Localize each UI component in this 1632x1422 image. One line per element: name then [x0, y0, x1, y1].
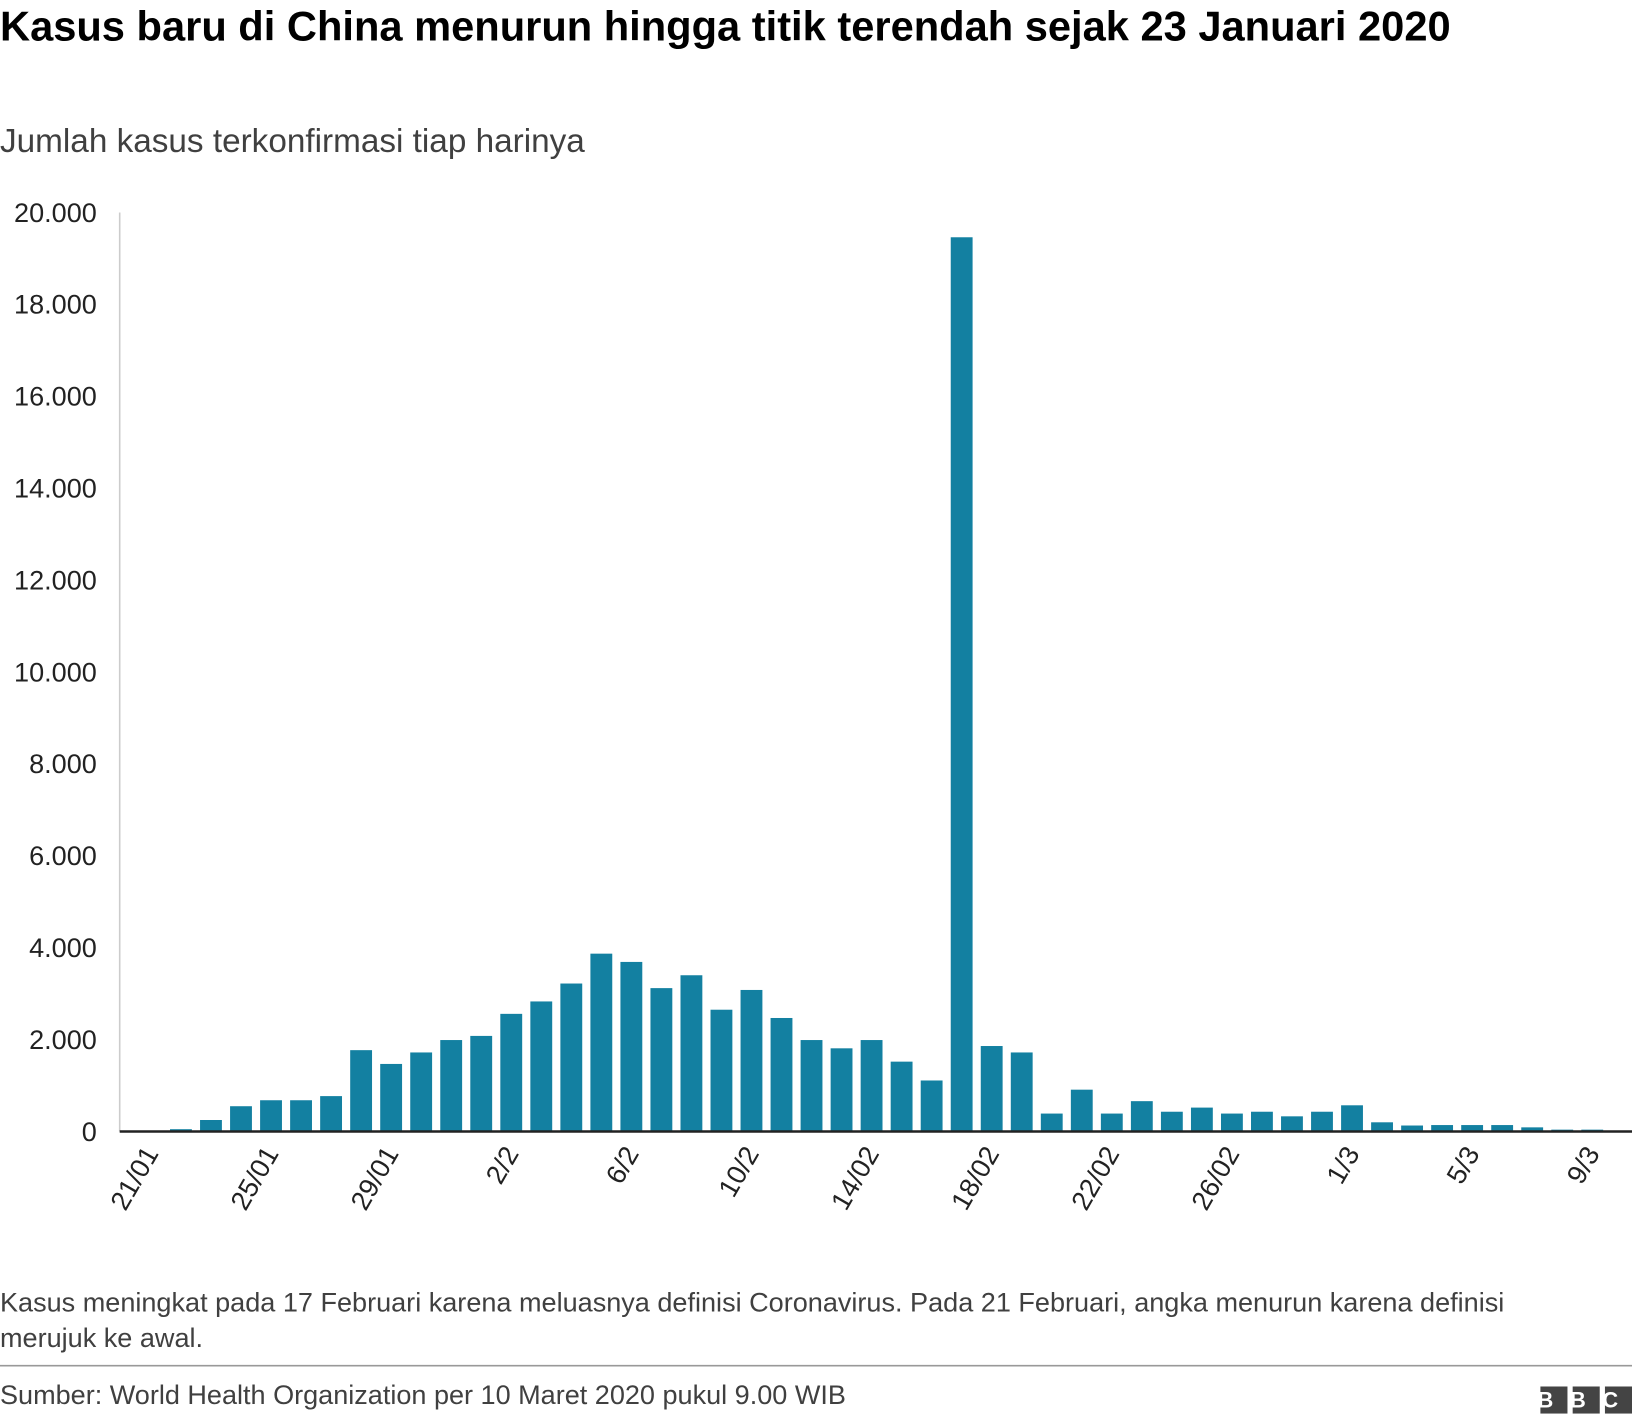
y-tick-label: 20.000 — [14, 198, 97, 228]
y-tick-label: 2.000 — [29, 1025, 97, 1055]
bar — [290, 1100, 312, 1132]
x-tick-label: 29/01 — [345, 1141, 405, 1215]
x-tick-label: 10/2 — [713, 1141, 765, 1202]
bar — [1461, 1125, 1484, 1132]
y-tick-label: 0 — [82, 1117, 97, 1147]
bar — [560, 983, 583, 1132]
bar — [830, 1048, 853, 1132]
bar — [1100, 1113, 1123, 1132]
bar — [920, 1080, 943, 1132]
bar — [650, 988, 673, 1132]
x-tick-label: 1/3 — [1321, 1141, 1366, 1189]
bar — [350, 1050, 373, 1132]
chart-note: Kasus meningkat pada 17 Februari karena … — [0, 1286, 1505, 1354]
bar — [1190, 1107, 1213, 1132]
bar — [1130, 1101, 1153, 1132]
chart-title: Kasus baru di China menurun hingga titik… — [0, 4, 1451, 51]
x-tick-label: 2/2 — [480, 1141, 525, 1189]
note-box: Kasus meningkat pada 17 Februari karena … — [0, 1286, 1505, 1354]
bar — [710, 1009, 733, 1132]
x-tick-label: 9/3 — [1561, 1141, 1606, 1189]
bar — [680, 975, 703, 1132]
bar — [1521, 1127, 1544, 1132]
bar — [770, 1017, 793, 1132]
y-tick-label: 18.000 — [14, 290, 97, 320]
bar — [590, 953, 613, 1132]
bar — [1281, 1116, 1303, 1132]
bar — [1040, 1113, 1063, 1132]
bar — [260, 1100, 282, 1132]
bar — [410, 1052, 433, 1132]
bar — [950, 237, 973, 1132]
y-tick-label: 14.000 — [14, 474, 97, 504]
x-tick-label: 18/02 — [945, 1141, 1005, 1215]
bar — [1251, 1111, 1273, 1132]
bar — [380, 1063, 403, 1132]
bar — [320, 1096, 343, 1132]
bar — [620, 961, 643, 1132]
bar — [530, 1001, 553, 1132]
x-tick-label: 5/3 — [1441, 1141, 1486, 1189]
bar — [500, 1013, 523, 1132]
y-tick-label: 16.000 — [14, 382, 97, 412]
bar — [470, 1035, 493, 1132]
bar — [860, 1040, 883, 1132]
chart-subtitle: Jumlah kasus terkonfirmasi tiap harinya — [0, 123, 585, 160]
x-tick-label: 22/02 — [1065, 1141, 1125, 1215]
bar — [1220, 1113, 1243, 1132]
bar — [1401, 1125, 1424, 1132]
x-tick-label: 25/01 — [225, 1141, 285, 1215]
bar — [1160, 1111, 1183, 1132]
bar — [1431, 1125, 1454, 1132]
bar — [200, 1120, 222, 1132]
bar — [1010, 1052, 1033, 1132]
logo: BBC — [1538, 1387, 1632, 1412]
x-tick-label: 21/01 — [105, 1141, 165, 1215]
bar — [740, 989, 763, 1132]
bar — [1371, 1122, 1393, 1132]
x-tick-label: 14/02 — [825, 1141, 885, 1215]
bar — [980, 1046, 1003, 1132]
bar — [1341, 1105, 1363, 1132]
title-box: Kasus baru di China menurun hingga titik… — [0, 4, 1451, 51]
logo-boxes — [1540, 1386, 1632, 1414]
y-tick-label: 6.000 — [29, 841, 97, 871]
bar — [440, 1040, 463, 1132]
chart-source: Sumber: World Health Organization per 10… — [0, 1380, 846, 1410]
y-tick-label: 12.000 — [14, 565, 97, 595]
bar — [1311, 1111, 1333, 1132]
bar — [1491, 1125, 1514, 1132]
y-tick-label: 4.000 — [29, 933, 97, 963]
bar — [890, 1061, 913, 1132]
bar — [230, 1106, 252, 1132]
y-tick-label: 10.000 — [14, 657, 97, 687]
y-tick-label: 8.000 — [29, 749, 97, 779]
bar — [1070, 1089, 1093, 1132]
x-tick-label: 26/02 — [1186, 1141, 1246, 1215]
x-tick-label: 6/2 — [600, 1141, 645, 1189]
bar — [800, 1040, 823, 1132]
